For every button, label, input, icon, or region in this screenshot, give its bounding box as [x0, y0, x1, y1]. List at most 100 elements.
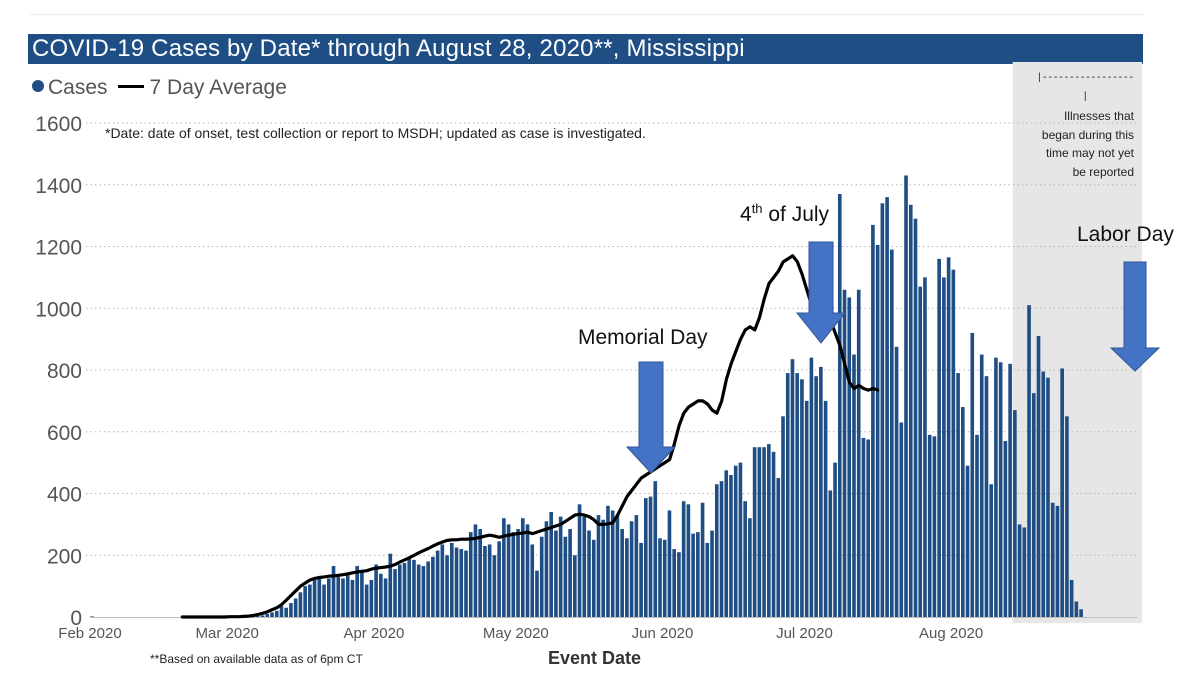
case-bar — [639, 542, 643, 617]
x-tick-label: Jun 2020 — [632, 625, 694, 642]
case-bar — [511, 532, 516, 617]
case-bar — [1069, 579, 1074, 617]
case-bar — [293, 598, 298, 617]
case-bar — [440, 544, 445, 617]
case-bar — [1046, 377, 1050, 617]
case-bar — [918, 286, 923, 617]
case-bar — [341, 578, 345, 617]
case-bar — [331, 566, 336, 617]
case-bar — [90, 616, 95, 617]
shaded-region-bracket: |-----------------| — [1036, 73, 1134, 103]
case-bar — [1050, 502, 1055, 617]
case-bar — [308, 584, 312, 617]
case-bar — [525, 524, 530, 618]
y-tick-label: 400 — [47, 484, 82, 507]
case-bar — [1027, 305, 1031, 617]
case-bar — [568, 529, 572, 617]
case-bar — [677, 552, 681, 617]
y-tick-label: 1600 — [35, 113, 82, 136]
y-tick-label: 1000 — [35, 298, 82, 321]
x-tick-label: Aug 2020 — [919, 625, 983, 642]
case-bar — [478, 529, 483, 617]
case-bar — [852, 354, 856, 617]
case-bar — [468, 532, 473, 617]
case-bar — [326, 578, 331, 617]
case-bar — [1031, 393, 1036, 617]
labor-day-arrow — [1109, 261, 1161, 372]
case-bar — [606, 505, 610, 617]
case-bar — [364, 584, 369, 617]
x-tick-label: May 2020 — [483, 625, 549, 642]
case-bar — [502, 518, 506, 617]
case-bar — [899, 422, 904, 617]
y-tick-label: 0 — [70, 607, 82, 630]
case-bar — [1022, 527, 1027, 617]
case-bar — [1079, 609, 1083, 617]
case-bar — [360, 572, 364, 617]
case-bar — [994, 357, 998, 617]
case-bar — [369, 579, 374, 617]
case-bar — [374, 564, 378, 617]
case-bar — [771, 451, 776, 617]
case-bar — [871, 224, 875, 617]
case-bar — [662, 539, 667, 617]
case-bar — [790, 359, 795, 617]
legend-average-marker — [117, 85, 144, 88]
case-bar — [1060, 368, 1064, 617]
labor-day-label: Labor Day — [1077, 223, 1174, 246]
y-tick-label: 1400 — [35, 175, 82, 198]
case-bar — [932, 436, 937, 617]
case-bar — [923, 277, 927, 618]
case-bar — [956, 373, 960, 617]
case-bar — [506, 524, 511, 618]
case-bar — [317, 578, 322, 617]
case-bar — [516, 529, 520, 617]
case-bar — [937, 258, 941, 617]
case-bar — [1074, 601, 1079, 617]
case-bar — [970, 332, 975, 617]
case-bar — [497, 541, 501, 617]
case-bar — [322, 584, 326, 617]
case-bar — [795, 373, 800, 617]
case-bar — [1008, 363, 1012, 617]
case-bar — [714, 484, 719, 617]
chart-title: COVID-19 Cases by Date* through August 2… — [32, 35, 745, 62]
case-bar — [473, 524, 478, 618]
case-bar — [762, 447, 766, 617]
case-bar — [539, 536, 544, 617]
x-tick-label: Mar 2020 — [196, 625, 259, 642]
case-bar — [667, 510, 672, 617]
case-bar — [412, 559, 416, 617]
case-bar — [1013, 410, 1017, 617]
case-bar — [691, 533, 695, 617]
case-bar — [686, 504, 691, 617]
case-bar — [748, 518, 752, 617]
case-bar — [781, 416, 785, 617]
case-bar — [767, 444, 771, 617]
date-footnote: *Date: date of onset, test collection or… — [105, 125, 646, 141]
case-bar — [861, 437, 866, 617]
case-bar — [960, 407, 965, 617]
case-bar — [554, 530, 558, 617]
case-bar — [700, 502, 705, 617]
case-bar — [719, 481, 724, 617]
case-bar — [979, 354, 984, 617]
case-bar — [279, 606, 284, 617]
case-bar — [856, 289, 861, 617]
case-bar — [710, 530, 714, 617]
case-bar — [875, 244, 880, 617]
case-bar — [393, 569, 397, 617]
y-tick-label: 1200 — [35, 237, 82, 260]
case-bar — [733, 465, 738, 617]
case-bar — [648, 496, 653, 617]
case-bar — [260, 615, 265, 617]
july-label-prefix: 4 — [740, 203, 752, 226]
case-bar — [483, 545, 487, 617]
shaded-region-text: Illnesses that began during this time ma… — [1041, 109, 1134, 179]
case-bar — [615, 515, 620, 617]
case-bar — [785, 373, 790, 617]
x-tick-label: Apr 2020 — [343, 625, 404, 642]
case-bar — [492, 555, 497, 617]
fourth-of-july-arrow — [795, 241, 847, 344]
case-bar — [303, 586, 307, 618]
